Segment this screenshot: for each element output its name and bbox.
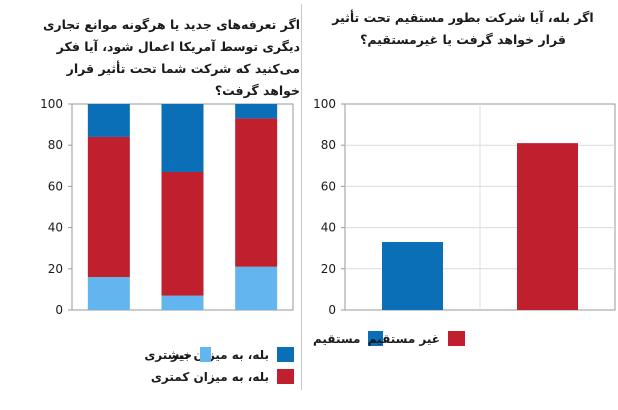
y-tick-label: 0 xyxy=(328,303,336,317)
stacked-bar-chart: 0 20 40 60 80 100 xyxy=(40,97,294,317)
legend-label: غیر مستقیم xyxy=(367,331,440,346)
bar-segment xyxy=(87,277,130,310)
y-tick-label: 80 xyxy=(321,138,336,152)
y-tick-label: 40 xyxy=(321,221,336,235)
y-tick-label: 60 xyxy=(48,179,63,193)
y-tick-label: 100 xyxy=(313,97,336,111)
y-tick-label: 60 xyxy=(321,179,336,193)
legend-swatch xyxy=(448,331,465,346)
right-chart-title: اگر بله، آیا شرکت بطور مستقیم تحت تأثیر … xyxy=(332,10,594,47)
bar-segment xyxy=(235,104,278,119)
bar-segment xyxy=(87,104,130,137)
y-tick-label: 0 xyxy=(55,303,63,317)
legend-label: خیر xyxy=(171,347,193,362)
legend-item-more: بله، به میزان بیشتری xyxy=(44,347,294,362)
y-tick-label: 40 xyxy=(48,221,63,235)
bar-segment xyxy=(87,136,130,278)
legend-swatch xyxy=(277,347,294,362)
bar xyxy=(517,143,578,310)
legend-swatch xyxy=(277,369,294,384)
bar-segment xyxy=(161,295,204,310)
panel-divider xyxy=(301,4,302,390)
legend-swatch xyxy=(368,331,383,346)
legend-item-less: بله، به میزان کمتری xyxy=(44,369,294,384)
legend-label: مستقیم xyxy=(313,331,361,346)
y-tick-label: 100 xyxy=(40,97,63,111)
legend-item-indirect: غیر مستقیم xyxy=(365,331,465,346)
bar xyxy=(382,242,443,310)
bar-segment xyxy=(161,171,204,296)
legend-item-direct: مستقیم xyxy=(313,331,383,346)
bar-segment xyxy=(161,104,204,172)
bar-segment xyxy=(235,118,278,267)
legend-label: بله، به میزان کمتری xyxy=(150,369,269,384)
y-tick-label: 80 xyxy=(48,138,63,152)
y-tick-label: 20 xyxy=(48,262,63,276)
left-chart-title: اگر تعرفه‌های جدید یا هرگونه موانع تجاری… xyxy=(42,17,300,98)
legend-item-no: خیر xyxy=(171,347,211,362)
legend-swatch xyxy=(200,347,211,362)
bar-segment xyxy=(235,266,278,310)
bar-chart: 0 20 40 60 80 100 xyxy=(313,97,616,317)
y-tick-label: 20 xyxy=(321,262,336,276)
